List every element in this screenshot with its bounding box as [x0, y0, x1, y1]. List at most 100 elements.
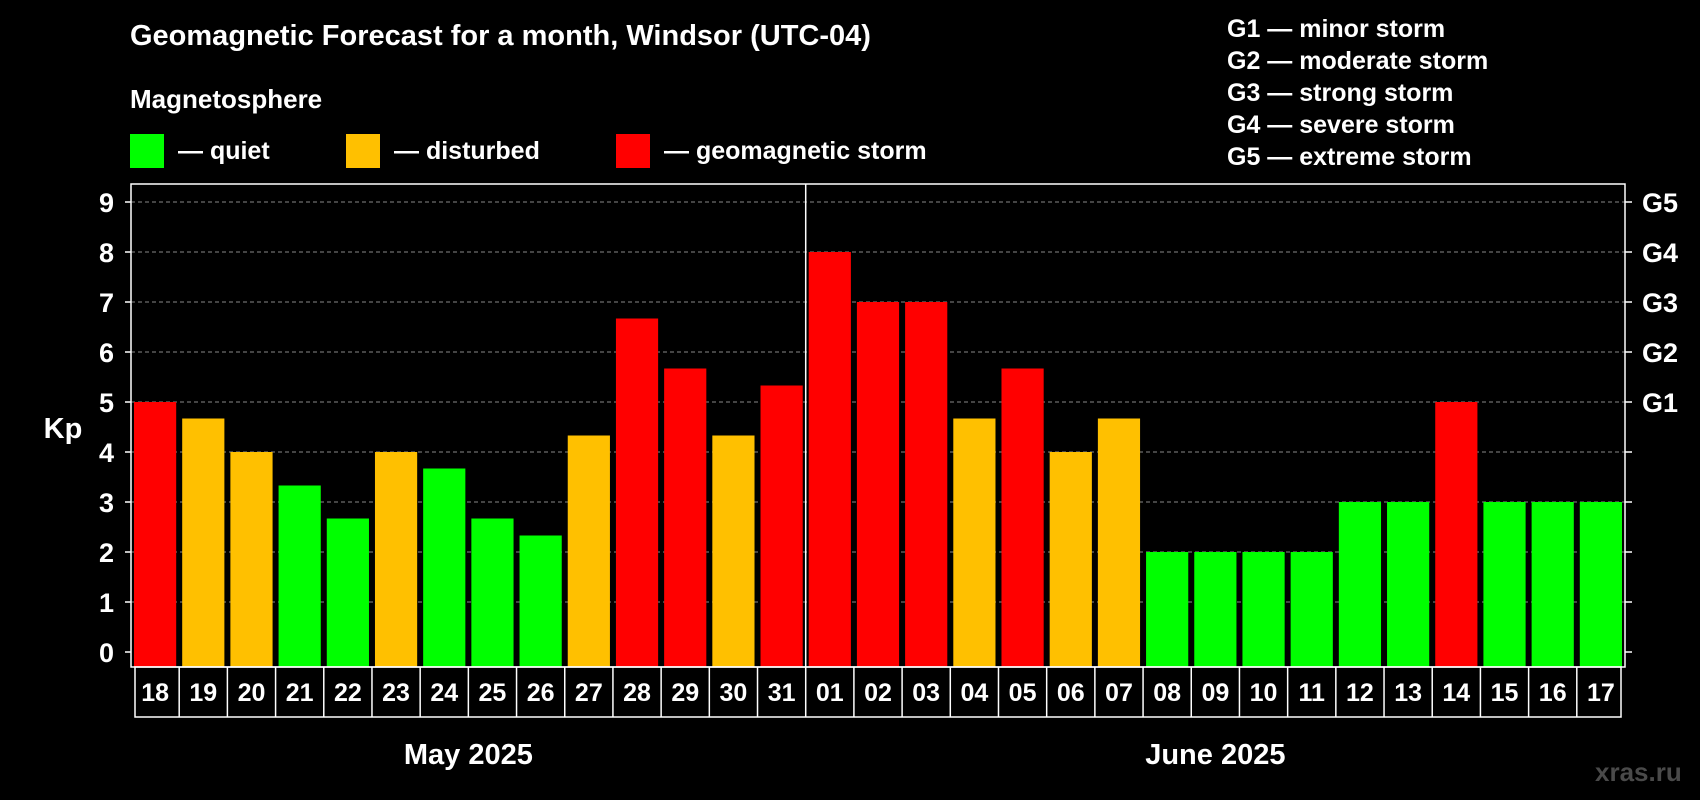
ytick-label-3: 3 [99, 488, 114, 518]
ytick-label-2: 2 [99, 538, 114, 568]
bar-24 [423, 468, 466, 667]
watermark: xras.ru [1595, 757, 1682, 787]
bar-17 [1579, 502, 1622, 667]
date-label-04: 04 [960, 679, 988, 707]
g-label-G4: G4 [1642, 238, 1678, 268]
date-label-16: 16 [1539, 679, 1567, 707]
chart-title: Geomagnetic Forecast for a month, Windso… [130, 20, 871, 52]
bar-06 [1049, 452, 1092, 667]
date-label-03: 03 [912, 679, 940, 707]
date-label-23: 23 [382, 679, 410, 707]
legend-item-disturbed: — disturbed [346, 134, 540, 168]
legend-label-storm: — geomagnetic storm [664, 136, 927, 165]
legend-swatch-disturbed [346, 134, 380, 168]
bar-29 [664, 368, 707, 667]
g-scale-g1: G1 — minor storm [1227, 15, 1446, 43]
date-label-19: 19 [189, 679, 217, 707]
bar-08 [1146, 552, 1189, 667]
bar-28 [615, 318, 659, 667]
date-label-28: 28 [623, 679, 651, 707]
ytick-label-8: 8 [99, 238, 114, 268]
ytick-label-0: 0 [99, 638, 114, 668]
bar-30 [712, 435, 755, 667]
g-label-G3: G3 [1642, 288, 1678, 318]
legend-title: Magnetosphere [130, 84, 323, 114]
date-label-24: 24 [430, 679, 458, 707]
date-label-29: 29 [671, 679, 699, 707]
date-label-13: 13 [1394, 679, 1422, 707]
date-label-17: 17 [1587, 679, 1615, 707]
bar-05 [1001, 368, 1044, 667]
date-label-10: 10 [1250, 679, 1278, 707]
date-label-26: 26 [527, 679, 555, 707]
date-label-14: 14 [1442, 679, 1470, 707]
date-label-25: 25 [479, 679, 507, 707]
date-label-06: 06 [1057, 679, 1085, 707]
bar-21 [278, 485, 321, 667]
legend-swatch-storm [616, 134, 650, 168]
ytick-label-4: 4 [99, 438, 114, 468]
ytick-label-5: 5 [99, 388, 114, 418]
legend-swatch-quiet [130, 134, 164, 168]
bar-31 [760, 385, 803, 667]
date-label-20: 20 [238, 679, 266, 707]
month-label: June 2025 [1145, 739, 1285, 771]
bar-11 [1290, 552, 1333, 667]
g-label-G5: G5 [1642, 188, 1678, 218]
bar-09 [1194, 552, 1237, 667]
bar-04 [953, 418, 996, 667]
date-label-30: 30 [720, 679, 748, 707]
legend-item-storm: — geomagnetic storm [616, 134, 927, 168]
legend-item-quiet: — quiet [130, 134, 270, 168]
ytick-label-6: 6 [99, 338, 114, 368]
date-label-09: 09 [1201, 679, 1229, 707]
date-label-11: 11 [1299, 679, 1326, 707]
bar-19 [182, 418, 225, 667]
ytick-label-7: 7 [99, 288, 114, 318]
g-scale-g2: G2 — moderate storm [1227, 47, 1489, 75]
bar-01 [808, 252, 851, 667]
bar-03 [905, 302, 948, 667]
date-label-05: 05 [1009, 679, 1037, 707]
g-scale-g5: G5 — extreme storm [1227, 143, 1472, 171]
date-label-02: 02 [864, 679, 892, 707]
bar-20 [230, 452, 273, 667]
legend-label-disturbed: — disturbed [394, 136, 540, 165]
bar-22 [326, 518, 369, 667]
date-label-15: 15 [1491, 679, 1519, 707]
bar-07 [1097, 418, 1141, 667]
bar-02 [856, 302, 900, 667]
date-label-21: 21 [286, 679, 314, 707]
month-label: May 2025 [404, 739, 533, 771]
bar-23 [374, 452, 418, 667]
bar-26 [519, 535, 562, 667]
date-label-31: 31 [768, 679, 796, 707]
legend-label-quiet: — quiet [178, 136, 270, 165]
ytick-label-9: 9 [99, 188, 114, 218]
y-axis-label: Kp [44, 413, 83, 445]
ytick-label-1: 1 [99, 588, 114, 618]
date-label-12: 12 [1346, 679, 1374, 707]
date-label-01: 01 [816, 679, 844, 707]
bar-10 [1242, 552, 1285, 667]
date-axis-frame [134, 666, 1622, 718]
g-scale-legend: G1 — minor storm G2 — moderate storm G3 … [1227, 13, 1488, 173]
bar-27 [567, 435, 610, 667]
date-label-27: 27 [575, 679, 603, 707]
bar-12 [1338, 502, 1382, 667]
g-label-G2: G2 [1642, 338, 1678, 368]
bar-16 [1531, 502, 1574, 667]
date-label-18: 18 [141, 679, 169, 707]
date-label-07: 07 [1105, 679, 1133, 707]
date-label-22: 22 [334, 679, 362, 707]
bar-13 [1387, 502, 1430, 667]
g-label-G1: G1 [1642, 388, 1678, 418]
bar-14 [1435, 402, 1478, 667]
bar-25 [471, 518, 514, 667]
date-label-08: 08 [1153, 679, 1181, 707]
g-scale-g4: G4 — severe storm [1227, 111, 1455, 139]
g-scale-g3: G3 — strong storm [1227, 79, 1454, 107]
bar-15 [1483, 502, 1526, 667]
bar-18 [134, 402, 177, 667]
